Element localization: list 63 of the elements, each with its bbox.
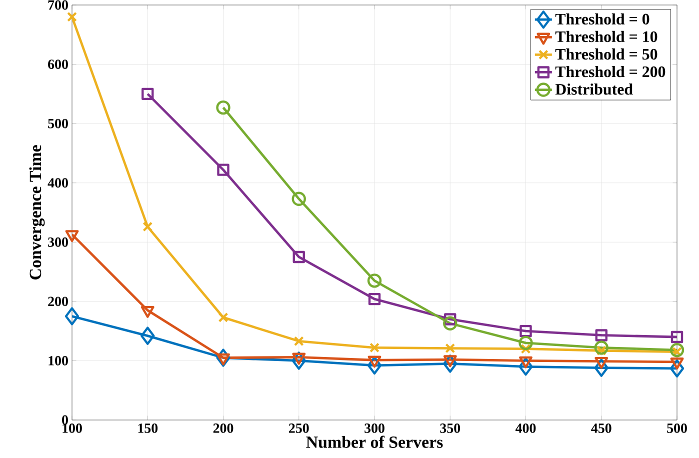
point	[519, 356, 532, 368]
x-tick-label: 200	[213, 424, 234, 433]
x-axis-title: Number of Servers	[306, 436, 443, 448]
point	[216, 100, 230, 115]
point	[368, 356, 382, 368]
legend-label: Threshold = 0	[555, 13, 650, 25]
point	[292, 352, 306, 365]
x-tick-label: 100	[62, 424, 82, 433]
point	[216, 348, 230, 367]
point	[670, 342, 684, 358]
point	[670, 358, 684, 370]
point	[292, 192, 306, 206]
x-tick-label: 500	[667, 424, 687, 433]
x-tick-label: 300	[364, 424, 384, 433]
point	[370, 342, 380, 353]
point	[670, 330, 684, 344]
x-tick-label: 400	[515, 424, 536, 433]
point	[520, 344, 531, 354]
point	[294, 336, 304, 346]
point	[216, 353, 230, 366]
y-tick-label: 300	[48, 237, 68, 247]
point	[443, 355, 457, 368]
point	[142, 88, 154, 100]
point	[594, 358, 608, 377]
y-tick-label: 500	[48, 118, 68, 128]
point	[64, 307, 80, 326]
y-tick-label: 600	[48, 60, 68, 69]
x-tick-label: 450	[591, 424, 612, 433]
point	[594, 340, 608, 355]
point	[67, 12, 77, 22]
point	[292, 250, 305, 264]
y-tick-label: 400	[48, 178, 68, 188]
point	[368, 292, 381, 306]
legend-label: Threshold = 10	[555, 30, 658, 42]
point	[444, 313, 456, 326]
x-tick-label: 350	[440, 424, 460, 433]
y-axis-title: Convergence Time	[29, 145, 45, 280]
y-tick-label: 700	[48, 0, 68, 10]
point	[443, 316, 458, 330]
point	[367, 274, 382, 288]
point	[443, 354, 458, 373]
y-tick-label: 200	[48, 296, 68, 306]
point	[140, 306, 154, 318]
point	[595, 329, 608, 342]
point	[518, 336, 533, 350]
legend-label: Threshold = 200	[555, 66, 666, 78]
point	[217, 164, 230, 176]
point	[520, 324, 532, 338]
point	[142, 222, 153, 232]
y-tick-label: 0	[62, 415, 68, 425]
point	[140, 326, 155, 345]
point	[518, 358, 533, 376]
y-tick-label: 100	[48, 356, 68, 366]
point	[292, 352, 306, 370]
legend-label: Distributed	[555, 83, 633, 95]
point	[367, 356, 382, 375]
x-tick-label: 150	[138, 424, 158, 433]
point	[670, 359, 684, 378]
point	[445, 343, 456, 354]
legend-label: Threshold = 50	[555, 48, 658, 60]
point	[594, 356, 608, 369]
x-tick-label: 250	[288, 424, 309, 433]
point	[218, 312, 228, 322]
